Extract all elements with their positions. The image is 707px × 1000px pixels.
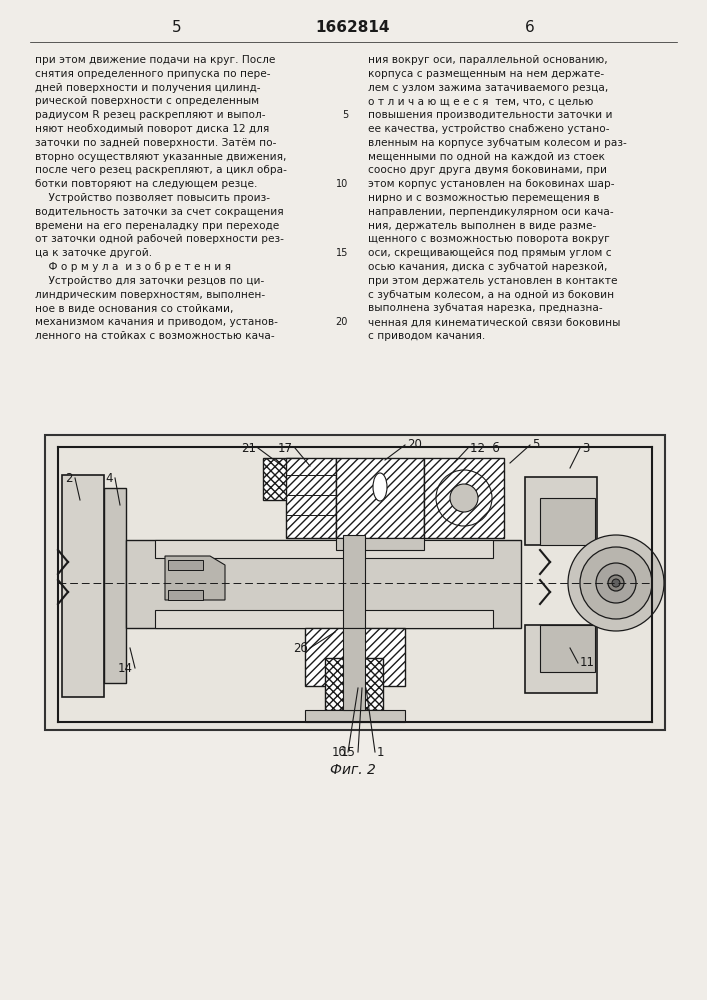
Text: времени на его переналадку при переходе: времени на его переналадку при переходе <box>35 221 279 231</box>
Text: линдрическим поверхностям, выполнен-: линдрическим поверхностям, выполнен- <box>35 290 265 300</box>
Text: ца к заточке другой.: ца к заточке другой. <box>35 248 152 258</box>
Text: радиусом R резец раскрепляют и выпол-: радиусом R резец раскрепляют и выпол- <box>35 110 266 120</box>
Polygon shape <box>155 540 493 558</box>
Circle shape <box>580 547 652 619</box>
Text: 5: 5 <box>341 110 348 120</box>
Text: соосно друг друга двумя боковинами, при: соосно друг друга двумя боковинами, при <box>368 165 607 175</box>
Text: ленного на стойках с возможностью кача-: ленного на стойках с возможностью кача- <box>35 331 274 341</box>
Text: 1662814: 1662814 <box>316 20 390 35</box>
Text: мещенными по одной на каждой из стоек: мещенными по одной на каждой из стоек <box>368 152 605 162</box>
Text: ния вокруг оси, параллельной основанию,: ния вокруг оси, параллельной основанию, <box>368 55 607 65</box>
Text: вторно осуществляют указанные движения,: вторно осуществляют указанные движения, <box>35 152 286 162</box>
Text: нирно и с возможностью перемещения в: нирно и с возможностью перемещения в <box>368 193 600 203</box>
Text: с приводом качания.: с приводом качания. <box>368 331 485 341</box>
Polygon shape <box>168 590 203 600</box>
Text: Фиг. 2: Фиг. 2 <box>330 763 376 777</box>
Text: щенного с возможностью поворота вокруг: щенного с возможностью поворота вокруг <box>368 234 609 244</box>
Circle shape <box>450 484 478 512</box>
Ellipse shape <box>373 473 387 501</box>
Text: 21: 21 <box>241 442 256 454</box>
Text: 4: 4 <box>105 472 113 485</box>
Polygon shape <box>343 628 365 710</box>
Circle shape <box>608 575 624 591</box>
Text: при этом движение подачи на круг. После: при этом движение подачи на круг. После <box>35 55 275 65</box>
Polygon shape <box>424 458 504 538</box>
Polygon shape <box>343 535 365 628</box>
Text: с зубчатым колесом, а на одной из боковин: с зубчатым колесом, а на одной из бокови… <box>368 290 614 300</box>
Text: ченная для кинематической связи боковины: ченная для кинематической связи боковины <box>368 317 620 327</box>
Polygon shape <box>525 625 597 693</box>
Text: осью качания, диска с зубчатой нарезкой,: осью качания, диска с зубчатой нарезкой, <box>368 262 607 272</box>
Text: 15: 15 <box>336 248 348 258</box>
Text: лем с узлом зажима затачиваемого резца,: лем с узлом зажима затачиваемого резца, <box>368 83 608 93</box>
Text: 17: 17 <box>278 442 293 454</box>
Text: 11: 11 <box>580 656 595 670</box>
Text: 20: 20 <box>407 438 422 452</box>
Text: оси, скрещивающейся под прямым углом с: оси, скрещивающейся под прямым углом с <box>368 248 612 258</box>
Text: 20: 20 <box>336 317 348 327</box>
Polygon shape <box>305 710 405 722</box>
Text: 5: 5 <box>532 438 539 452</box>
Polygon shape <box>263 458 301 500</box>
Polygon shape <box>168 560 203 570</box>
Text: направлении, перпендикулярном оси кача-: направлении, перпендикулярном оси кача- <box>368 207 614 217</box>
Text: 10: 10 <box>336 179 348 189</box>
Text: 2: 2 <box>66 472 73 485</box>
Polygon shape <box>525 477 597 545</box>
Text: ния, держатель выполнен в виде разме-: ния, держатель выполнен в виде разме- <box>368 221 596 231</box>
Polygon shape <box>305 628 405 686</box>
Polygon shape <box>126 540 521 628</box>
Text: механизмом качания и приводом, установ-: механизмом качания и приводом, установ- <box>35 317 278 327</box>
Text: 12  б: 12 б <box>470 442 500 454</box>
Text: выполнена зубчатая нарезка, предназна-: выполнена зубчатая нарезка, предназна- <box>368 303 602 313</box>
Text: Ф о р м у л а  и з о б р е т е н и я: Ф о р м у л а и з о б р е т е н и я <box>35 262 231 272</box>
Circle shape <box>596 563 636 603</box>
Text: о т л и ч а ю щ е е с я  тем, что, с целью: о т л и ч а ю щ е е с я тем, что, с цель… <box>368 96 593 106</box>
Circle shape <box>568 535 664 631</box>
Text: 6: 6 <box>525 20 535 35</box>
Polygon shape <box>155 610 493 628</box>
Text: 5: 5 <box>173 20 182 35</box>
Text: вленным на корпусе зубчатым колесом и раз-: вленным на корпусе зубчатым колесом и ра… <box>368 138 626 148</box>
Text: снятия определенного припуска по пере-: снятия определенного припуска по пере- <box>35 69 271 79</box>
Text: рической поверхности с определенным: рической поверхности с определенным <box>35 96 259 106</box>
Text: 15: 15 <box>341 746 356 758</box>
Text: ное в виде основания со стойками,: ное в виде основания со стойками, <box>35 303 233 313</box>
Text: водительность заточки за счет сокращения: водительность заточки за счет сокращения <box>35 207 284 217</box>
Polygon shape <box>62 475 104 697</box>
Text: при этом держатель установлен в контакте: при этом держатель установлен в контакте <box>368 276 617 286</box>
Polygon shape <box>104 488 126 683</box>
Text: этом корпус установлен на боковинах шар-: этом корпус установлен на боковинах шар- <box>368 179 614 189</box>
Text: Устройство позволяет повысить произ-: Устройство позволяет повысить произ- <box>35 193 270 203</box>
Polygon shape <box>165 556 225 600</box>
Text: Устройство для заточки резцов по ци-: Устройство для заточки резцов по ци- <box>35 276 264 286</box>
Text: 1: 1 <box>377 746 385 758</box>
Text: 3: 3 <box>582 442 590 454</box>
Polygon shape <box>45 435 665 730</box>
Text: заточки по задней поверхности. Затём по-: заточки по задней поверхности. Затём по- <box>35 138 276 148</box>
Text: 1б: 1б <box>332 746 346 758</box>
Polygon shape <box>286 458 336 538</box>
Text: от заточки одной рабочей поверхности рез-: от заточки одной рабочей поверхности рез… <box>35 234 284 244</box>
Polygon shape <box>336 458 424 538</box>
Circle shape <box>612 579 620 587</box>
Polygon shape <box>540 498 595 545</box>
Text: дней поверхности и получения цилинд-: дней поверхности и получения цилинд- <box>35 83 260 93</box>
Text: корпуса с размещенным на нем держате-: корпуса с размещенным на нем держате- <box>368 69 604 79</box>
Text: ботки повторяют на следующем резце.: ботки повторяют на следующем резце. <box>35 179 257 189</box>
Text: ее качества, устройство снабжено устано-: ее качества, устройство снабжено устано- <box>368 124 609 134</box>
Polygon shape <box>540 625 595 672</box>
Text: 2б: 2б <box>293 642 308 654</box>
Polygon shape <box>336 538 424 550</box>
Polygon shape <box>325 658 383 710</box>
Text: 14: 14 <box>118 662 133 674</box>
Text: повышения производительности заточки и: повышения производительности заточки и <box>368 110 612 120</box>
Text: няют необходимый поворот диска 12 для: няют необходимый поворот диска 12 для <box>35 124 269 134</box>
Text: после чего резец раскрепляют, а цикл обра-: после чего резец раскрепляют, а цикл обр… <box>35 165 287 175</box>
